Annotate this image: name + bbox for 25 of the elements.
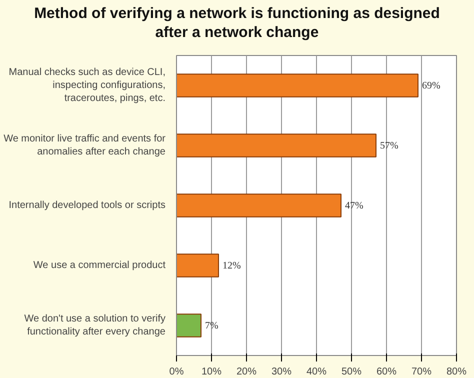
y-tick-label: We use a commercial product [33,260,166,271]
x-tick-label: 10% [201,366,222,378]
y-tick-label: We don't use a solution to verify functionality after every change [24,313,166,338]
bar [176,194,342,218]
x-tick-label: 30% [271,366,292,378]
x-tick-label: 70% [411,366,432,378]
data-label: 7% [205,320,218,332]
data-label: 69% [422,80,440,92]
x-tick-label: 40% [306,366,327,378]
x-tick-label: 60% [376,366,397,378]
bar [176,134,376,158]
data-label: 12% [222,260,241,272]
bar [176,254,219,278]
y-tick-label: We monitor live traffic and events for anomalies after each change [4,133,166,158]
x-tick-label: 20% [236,366,257,378]
bar [176,74,418,98]
y-tick-label: Internally developed tools or scripts [8,200,166,211]
x-tick-label: 50% [341,366,362,378]
y-tick-label: Manual checks such as device CLI, inspecting configurations, traceroutes, pings, etc. [8,66,166,104]
x-tick-label: 80% [446,366,467,378]
x-tick-label: 0% [169,366,184,378]
data-label: 47% [345,200,364,212]
bar [176,314,202,338]
data-label: 57% [380,140,398,152]
chart-title: Method of verifying a network is functioning as designed after a network change [33,4,441,42]
